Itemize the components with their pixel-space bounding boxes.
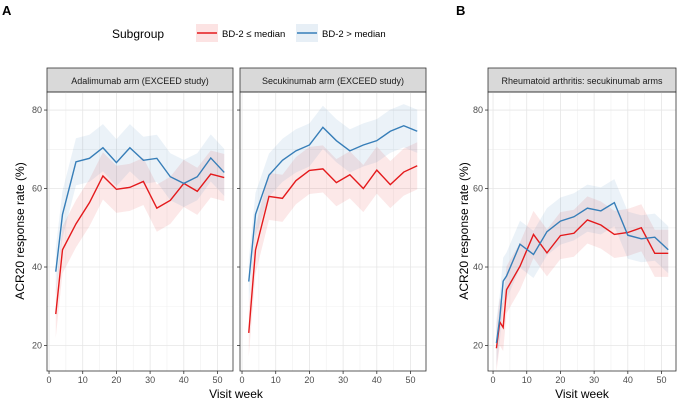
panel-label-b: B — [456, 3, 465, 18]
x-tick-label: 40 — [179, 375, 189, 385]
y-tick-label: 20 — [32, 340, 42, 350]
facet-title: Secukinumab arm (EXCEED study) — [262, 76, 404, 86]
x-tick-label: 40 — [372, 375, 382, 385]
y-tick-label: 80 — [32, 105, 42, 115]
x-tick-label: 0 — [240, 375, 245, 385]
x-tick-label: 10 — [78, 375, 88, 385]
panel-3: Rheumatoid arthritis: secukinumab arms 0 1… — [473, 68, 676, 385]
x-tick-label: 30 — [338, 375, 348, 385]
legend-label-red: BD-2 ≤ median — [222, 29, 285, 40]
y-tick-label: 40 — [32, 262, 42, 272]
y-tick-label: 60 — [473, 184, 483, 194]
facet-title: Rheumatoid arthritis: secukinumab arms — [501, 76, 663, 86]
panel-2: Secukinumab arm (EXCEED study) 0 10 20 30 40 5… — [237, 68, 426, 385]
panel-1: Adalimumab arm (EXCEED study) 0 10 20 30 40 50… — [32, 68, 233, 385]
x-tick-label: 20 — [111, 375, 121, 385]
y-tick-label: 20 — [473, 340, 483, 350]
x-tick-label: 50 — [212, 375, 222, 385]
x-tick-label: 40 — [623, 375, 633, 385]
legend-title: Subgroup — [112, 27, 164, 41]
y-tick-label: 80 — [473, 105, 483, 115]
x-axis-label-b: Visit week — [555, 387, 610, 401]
y-tick-label: 40 — [473, 262, 483, 272]
panel-label-a: A — [2, 3, 12, 18]
x-tick-label: 30 — [145, 375, 155, 385]
x-tick-label: 30 — [589, 375, 599, 385]
y-axis-label-b: ACR20 response rate (%) — [457, 162, 471, 299]
x-tick-label: 10 — [271, 375, 281, 385]
x-tick-label: 20 — [555, 375, 565, 385]
x-axis-label-a: Visit week — [209, 387, 264, 401]
x-tick-label: 50 — [405, 375, 415, 385]
x-tick-label: 0 — [47, 375, 52, 385]
facet-title: Adalimumab arm (EXCEED study) — [71, 76, 209, 86]
legend-label-blue: BD-2 > median — [322, 29, 386, 40]
x-tick-label: 0 — [491, 375, 496, 385]
x-tick-label: 10 — [522, 375, 532, 385]
legend: Subgroup BD-2 ≤ median BD-2 > median — [112, 24, 386, 42]
x-tick-label: 50 — [657, 375, 667, 385]
y-tick-label: 60 — [32, 184, 42, 194]
y-axis-label-a: ACR20 response rate (%) — [13, 162, 27, 299]
x-tick-label: 20 — [304, 375, 314, 385]
